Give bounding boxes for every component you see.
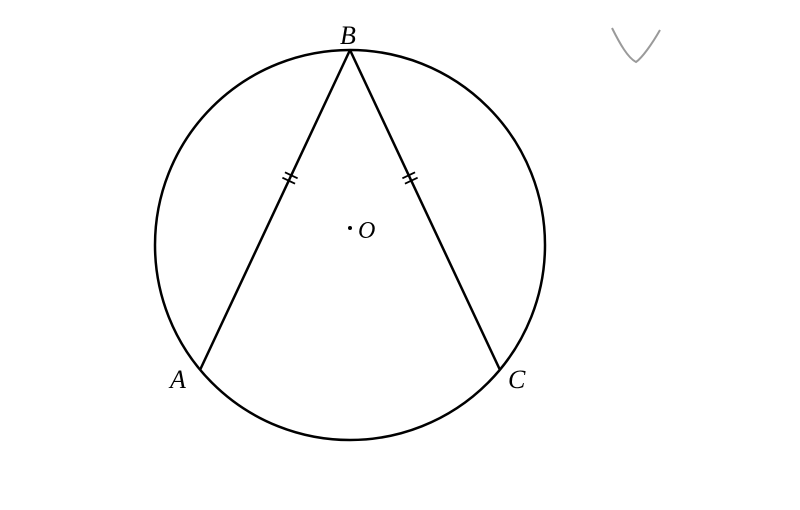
- point-label-a: A: [168, 365, 186, 394]
- point-label-b: B: [340, 21, 356, 50]
- center-label-o: O: [358, 218, 375, 244]
- point-label-c: C: [508, 365, 526, 394]
- center-dot: [348, 226, 352, 230]
- stray-pencil-mark: [612, 28, 660, 62]
- geometry-diagram: B A C O: [0, 0, 800, 510]
- circle-o: [155, 50, 545, 440]
